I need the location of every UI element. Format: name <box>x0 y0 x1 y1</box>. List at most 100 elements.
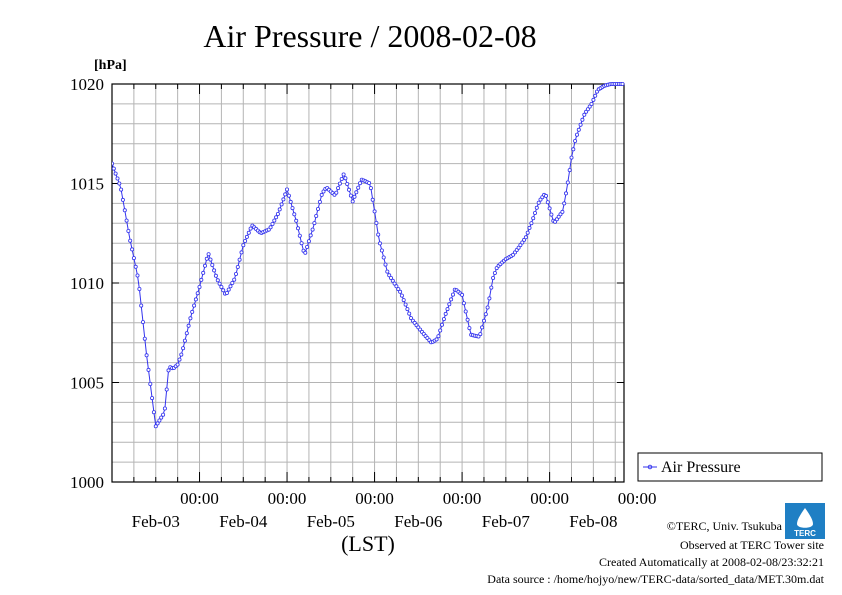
data-point <box>534 205 539 210</box>
x-tick-label-time: 00:00 <box>268 489 307 508</box>
data-point <box>516 245 521 250</box>
data-point <box>199 277 204 282</box>
data-point <box>310 227 315 232</box>
data-point <box>536 200 541 205</box>
data-point <box>294 218 299 223</box>
data-point <box>113 171 118 176</box>
data-point <box>491 275 496 280</box>
data-point <box>150 396 155 401</box>
data-point <box>368 186 373 191</box>
data-point <box>179 352 184 357</box>
data-point <box>315 206 320 211</box>
data-point <box>387 273 392 278</box>
series-points-air-pressure <box>112 82 625 429</box>
data-point <box>283 192 288 197</box>
data-point <box>219 284 224 289</box>
data-point <box>343 176 348 181</box>
data-point <box>399 293 404 298</box>
data-point <box>124 218 129 223</box>
data-point <box>281 197 286 202</box>
created-timestamp-text: Created Automatically at 2008-02-08/23:3… <box>599 555 824 569</box>
data-point <box>137 286 142 291</box>
data-point <box>277 207 282 212</box>
data-point <box>562 201 567 206</box>
data-point <box>527 225 532 230</box>
data-point <box>299 241 304 246</box>
data-point <box>345 181 350 186</box>
y-tick-label: 1005 <box>70 374 104 393</box>
x-axis-label: (LST) <box>341 531 395 556</box>
data-point <box>465 317 470 322</box>
data-point <box>208 257 213 262</box>
data-point <box>184 331 189 336</box>
series-line-air-pressure <box>112 83 623 428</box>
data-point <box>312 221 317 226</box>
data-point <box>126 228 131 233</box>
data-point <box>381 255 386 260</box>
data-point <box>112 161 114 166</box>
data-point <box>206 252 211 257</box>
data-point <box>376 232 381 237</box>
data-point <box>350 199 355 204</box>
data-point <box>390 278 395 283</box>
y-tick-label: 1000 <box>70 473 104 492</box>
data-point <box>379 248 384 253</box>
x-tick-label-date: Feb-04 <box>219 512 268 531</box>
data-point <box>195 291 200 296</box>
data-point <box>531 216 536 221</box>
data-point <box>175 362 180 367</box>
data-point <box>370 197 375 202</box>
data-point <box>591 97 596 102</box>
data-point <box>480 325 485 330</box>
data-point <box>284 187 289 192</box>
data-point <box>146 367 151 372</box>
data-point <box>201 270 206 275</box>
data-point <box>394 284 399 289</box>
data-point <box>403 302 408 307</box>
data-point <box>593 93 598 98</box>
data-point <box>383 262 388 267</box>
data-point <box>449 297 454 302</box>
data-point <box>148 381 153 386</box>
grid-lines <box>112 84 624 482</box>
data-point <box>485 305 490 310</box>
data-point <box>467 326 472 331</box>
data-point <box>578 122 583 127</box>
data-point <box>450 292 455 297</box>
data-point <box>346 187 351 192</box>
data-point <box>224 290 229 295</box>
x-tick-label-time: 00:00 <box>530 489 569 508</box>
data-point <box>248 226 253 231</box>
data-point <box>348 193 353 198</box>
data-point <box>545 200 550 205</box>
y-tick-label: 1015 <box>70 175 104 194</box>
data-point <box>217 281 222 286</box>
data-point <box>576 127 581 132</box>
data-point <box>192 303 197 308</box>
data-point <box>587 104 592 109</box>
data-point <box>388 275 393 280</box>
data-point <box>274 215 279 220</box>
data-point <box>115 176 120 181</box>
data-point <box>571 147 576 152</box>
x-tick-label-time: 00:00 <box>443 489 482 508</box>
data-point <box>159 415 164 420</box>
data-point <box>569 155 574 160</box>
data-point <box>215 278 220 283</box>
data-point <box>582 112 587 117</box>
data-point <box>573 138 578 143</box>
data-point <box>549 212 554 217</box>
data-point <box>128 238 133 243</box>
data-point <box>221 288 226 293</box>
data-point <box>232 277 237 282</box>
data-point <box>112 166 116 171</box>
data-point <box>244 234 249 239</box>
data-point <box>367 180 372 185</box>
data-point <box>151 410 156 415</box>
data-point <box>290 206 295 211</box>
data-point <box>407 311 412 316</box>
data-point <box>131 256 136 261</box>
data-point <box>434 337 439 342</box>
data-source-text: Data source : /home/hojyo/new/TERC-data/… <box>487 572 824 586</box>
data-point <box>140 320 145 325</box>
